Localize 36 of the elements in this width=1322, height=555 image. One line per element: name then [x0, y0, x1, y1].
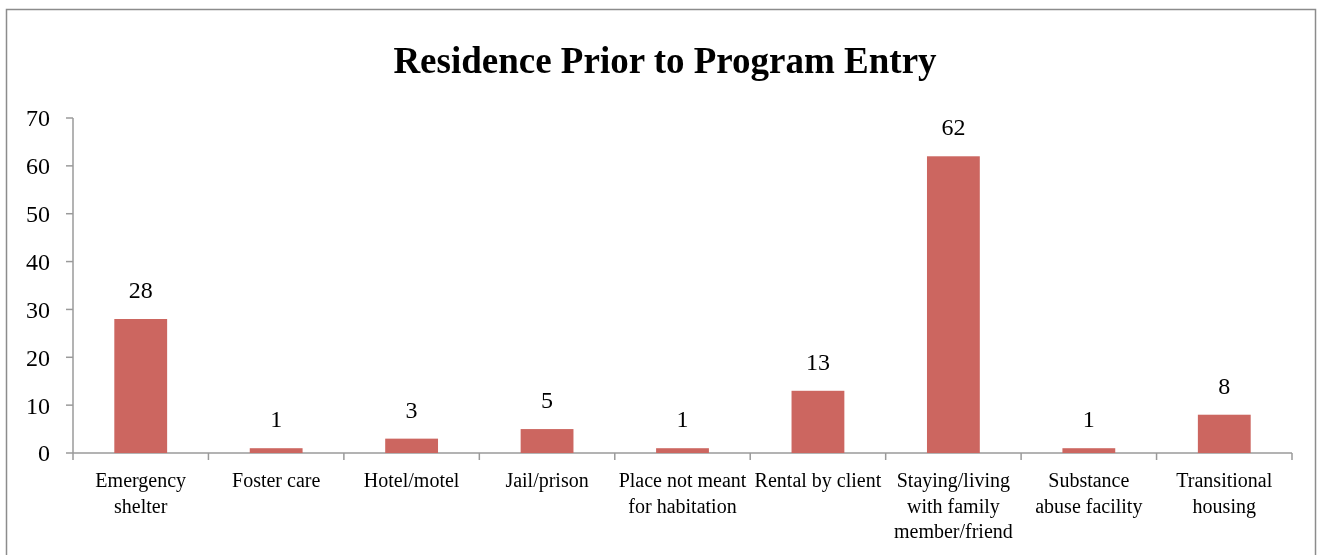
- x-tick-label: Substance abuse facility: [1035, 469, 1143, 518]
- y-tick-label: 50: [26, 201, 50, 228]
- y-tick-label: 30: [26, 296, 50, 323]
- x-tick-label: Rental by client: [754, 469, 882, 492]
- data-label: 1: [1082, 406, 1095, 433]
- x-tick-label: Jail/prison: [505, 469, 589, 492]
- data-label: 13: [805, 348, 830, 375]
- y-tick-label: 70: [26, 105, 50, 132]
- bar: [926, 156, 980, 453]
- y-tick-label: 60: [26, 153, 50, 180]
- bar: [520, 429, 574, 453]
- bar: [114, 319, 168, 453]
- bar: [385, 438, 439, 453]
- data-label: 1: [676, 406, 689, 433]
- x-tick-label: Transitional housing: [1176, 469, 1273, 518]
- data-label: 3: [405, 396, 418, 423]
- y-tick-label: 10: [26, 392, 50, 419]
- bar: [656, 448, 709, 453]
- bar: [1197, 414, 1251, 453]
- x-tick-label: Place not meant for habitation: [618, 469, 747, 517]
- x-tick-label: Foster care: [232, 469, 321, 491]
- x-tick-label: Staying/living with family member/friend: [893, 469, 1013, 542]
- data-label: 62: [941, 114, 966, 141]
- data-label: 1: [270, 406, 283, 433]
- y-tick-label: 0: [38, 440, 50, 467]
- x-tick-label: Hotel/motel: [363, 469, 460, 491]
- bar: [791, 390, 845, 453]
- data-label: 5: [541, 387, 554, 414]
- y-tick-label: 40: [26, 248, 50, 275]
- chart-title: Residence Prior to Program Entry: [393, 40, 938, 81]
- bar: [249, 448, 303, 453]
- x-tick-label: Emergency shelter: [95, 469, 187, 517]
- data-label: 8: [1218, 372, 1231, 399]
- y-tick-label: 20: [26, 344, 50, 371]
- bar: [1062, 448, 1116, 453]
- data-label: 28: [128, 277, 153, 303]
